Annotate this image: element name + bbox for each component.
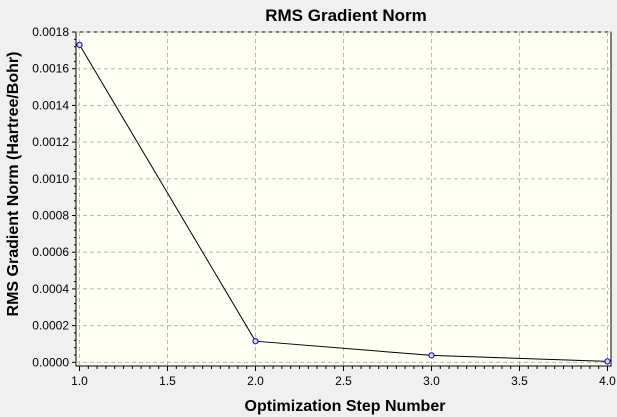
x-tick-label: 3.5: [511, 374, 528, 388]
y-tick-label: 0.0006: [32, 245, 69, 259]
y-tick-label: 0.0018: [32, 25, 69, 39]
y-tick-label: 0.0008: [32, 209, 69, 223]
x-tick-label: 4.0: [599, 374, 616, 388]
y-tick-label: 0.0014: [32, 98, 69, 112]
y-tick-label: 0.0016: [32, 62, 69, 76]
tick-labels: 0.0000 0.0002 0.0004 0.0006 0.0008 0.0010 0.00…: [32, 25, 616, 388]
data-point[interactable]: [604, 358, 611, 365]
data-series: [76, 41, 611, 365]
x-tick-label: 2.5: [335, 374, 352, 388]
axis-ticks: [72, 31, 608, 371]
plot-area: [75, 31, 612, 367]
x-tick-label: 3.0: [423, 374, 440, 388]
series-line: [79, 44, 608, 362]
x-axis-title: Optimization Step Number: [245, 398, 446, 415]
y-tick-label: 0.0012: [32, 135, 69, 149]
y-tick-label: 0.0004: [32, 282, 69, 296]
x-tick-label: 2.0: [247, 374, 264, 388]
gridlines: [76, 31, 611, 366]
y-tick-label: 0.0000: [32, 355, 69, 369]
data-point[interactable]: [76, 41, 83, 48]
data-point[interactable]: [428, 352, 435, 359]
x-tick-label: 1.5: [159, 374, 176, 388]
chart-title: RMS Gradient Norm: [265, 6, 427, 25]
data-point[interactable]: [252, 338, 259, 345]
y-tick-label: 0.0010: [32, 172, 69, 186]
x-tick-label: 1.0: [71, 374, 88, 388]
y-axis-title: RMS Gradient Norm (Hartree/Bohr): [5, 52, 22, 317]
y-tick-label: 0.0002: [32, 319, 69, 333]
